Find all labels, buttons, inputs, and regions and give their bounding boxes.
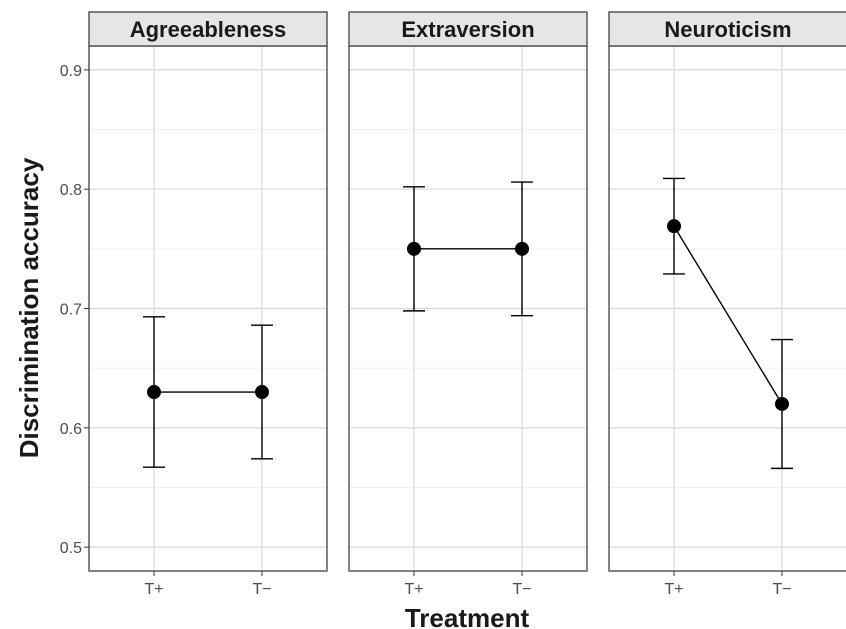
x-tick-label: T− <box>252 581 271 598</box>
facet-title: Neuroticism <box>664 17 791 42</box>
data-point <box>147 385 161 400</box>
facet-panel-neuroticism: Neuroticism T+ T− <box>608 11 846 598</box>
x-tick-label: T+ <box>404 581 423 598</box>
strip-background <box>88 11 328 47</box>
data-point <box>255 385 269 400</box>
strip-background <box>348 11 588 47</box>
y-tick-label: 0.5 <box>60 540 82 557</box>
x-tick-label: T− <box>512 581 531 598</box>
y-tick-label: 0.8 <box>60 182 82 199</box>
data-point <box>775 396 789 411</box>
facet-panel-extraversion: Extraversion T+ T− <box>348 11 588 598</box>
strip-background <box>608 11 846 47</box>
x-tick-label: T+ <box>664 581 683 598</box>
facet-panel-agreeableness: Agreeableness T+ T− <box>88 11 328 598</box>
facet-title: Extraversion <box>401 17 534 42</box>
facet-title: Agreeableness <box>130 17 287 42</box>
data-point <box>407 241 421 256</box>
series-line <box>673 225 783 405</box>
x-tick-label: T+ <box>144 581 163 598</box>
data-point <box>667 219 681 234</box>
x-axis-title: Treatment <box>405 603 530 629</box>
y-axis-title: Discrimination accuracy <box>14 157 44 458</box>
x-tick-label: T− <box>772 581 791 598</box>
y-tick-label: 0.6 <box>60 421 82 438</box>
y-tick-label: 0.7 <box>60 302 82 319</box>
data-point <box>515 241 529 256</box>
y-tick-label: 0.9 <box>60 63 82 80</box>
